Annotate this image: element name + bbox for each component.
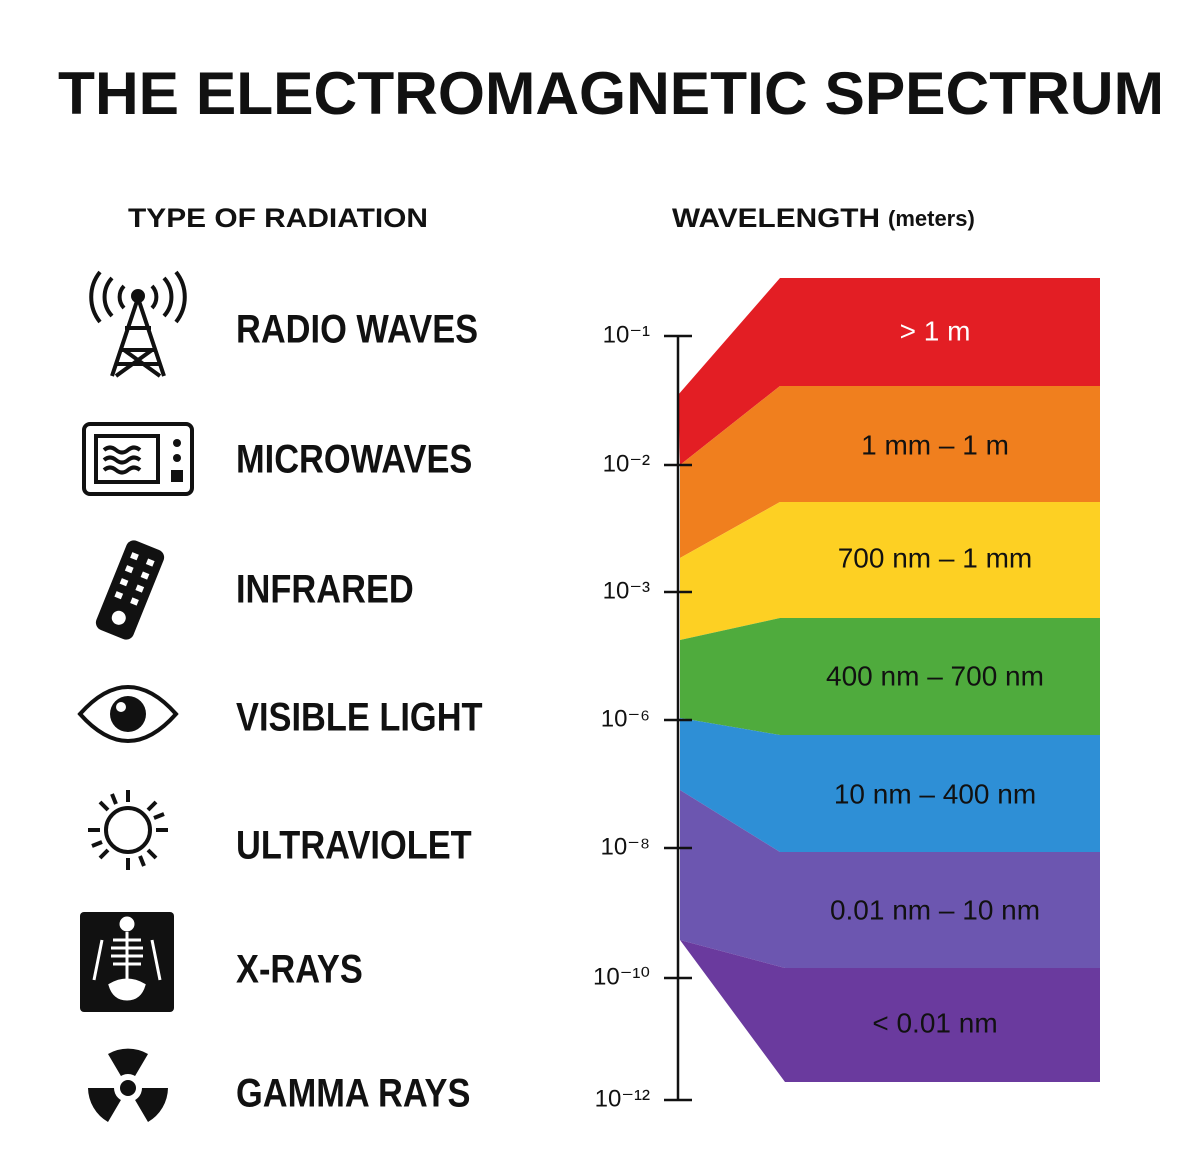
axis-tick-label: 10⁻³ [603,577,650,604]
header-unit: (meters) [888,206,975,231]
icon-radiation [88,1048,168,1122]
header-type: TYPE OF RADIATION [128,203,428,233]
icon-sun [88,790,168,870]
icon-microwave [82,422,194,496]
axis-tick-label: 10⁻⁶ [601,705,650,732]
radiation-name: GAMMA RAYS [236,1072,470,1116]
radiation-name: X-RAYS [236,948,363,992]
axis-tick-label: 10⁻¹⁰ [593,963,650,990]
band-green [680,618,1100,735]
band-blue [680,718,1100,852]
radiation-name: INFRARED [236,568,414,612]
band-label: 1 mm – 1 m [861,429,1009,460]
axis-tick-label: 10⁻² [603,450,650,477]
band-label: > 1 m [900,315,971,346]
band-yellow [680,502,1100,640]
band-orange [680,386,1100,558]
icon-xray [80,912,174,1012]
axis-tick-label: 10⁻⁸ [601,833,651,860]
axis-tick-label: 10⁻¹² [595,1085,650,1112]
band-violet [680,790,1100,968]
header-wavelength: WAVELENGTH [672,203,880,233]
radiation-name: ULTRAVIOLET [236,824,472,868]
band-label: 700 nm – 1 mm [838,542,1033,573]
band-purple [680,940,1100,1082]
band-label: 400 nm – 700 nm [826,660,1044,691]
icon-eye [77,685,179,743]
band-label: 10 nm – 400 nm [834,778,1036,809]
radiation-name: RADIO WAVES [236,308,478,352]
radiation-name: MICROWAVES [236,438,472,482]
radiation-name: VISIBLE LIGHT [236,696,483,740]
spectrum-bands [678,278,1100,1082]
icon-remote [95,540,165,640]
band-label: < 0.01 nm [872,1007,997,1038]
axis-tick-label: 10⁻¹ [603,321,650,348]
icon-radio [89,270,187,378]
title: THE ELECTROMAGNETIC SPECTRUM [58,60,1164,127]
band-label: 0.01 nm – 10 nm [830,894,1040,925]
band-red [678,278,1100,465]
